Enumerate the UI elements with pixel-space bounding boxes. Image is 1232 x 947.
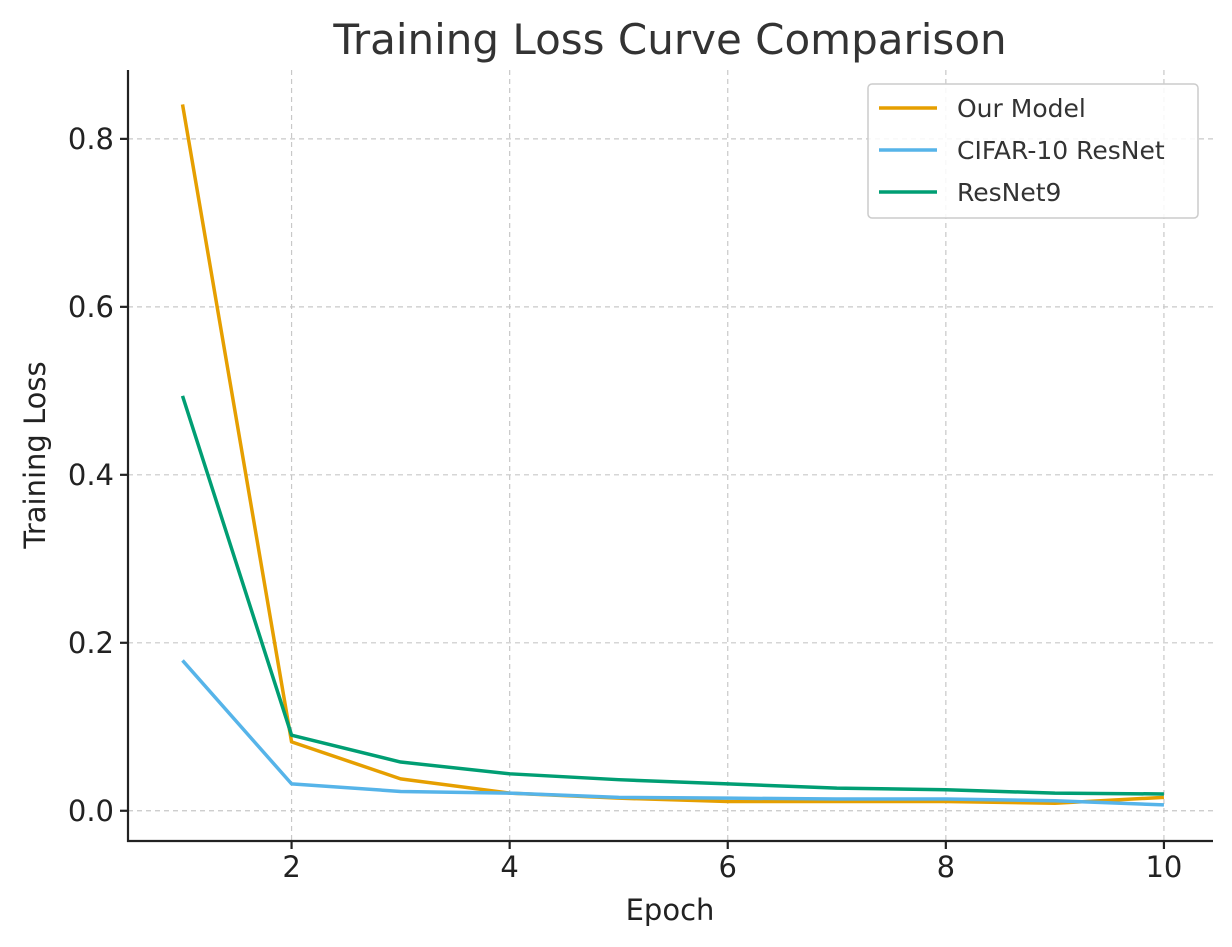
y-tick-label: 0.8 xyxy=(68,122,114,156)
y-axis-label: Training Loss xyxy=(18,361,52,549)
x-axis-label: Epoch xyxy=(626,893,715,927)
series-lines xyxy=(180,104,1165,807)
legend-label: CIFAR-10 ResNet xyxy=(957,136,1165,165)
x-tick-label: 8 xyxy=(937,850,955,884)
y-tick-label: 0.0 xyxy=(68,794,114,828)
series-line-0 xyxy=(180,104,1165,805)
y-tick-label: 0.6 xyxy=(68,290,114,324)
legend-label: Our Model xyxy=(957,94,1086,123)
y-tick-label: 0.2 xyxy=(68,626,114,660)
axis-ticks: 2 4 6 8 10 0.0 0.2 0.4 0.6 0.8 xyxy=(68,122,1183,884)
x-tick-label: 2 xyxy=(282,850,300,884)
x-tick-label: 6 xyxy=(719,850,737,884)
series-line-1 xyxy=(181,659,1164,807)
legend-label: ResNet9 xyxy=(957,178,1061,207)
x-tick-label: 4 xyxy=(500,850,518,884)
chart-title: Training Loss Curve Comparison xyxy=(332,15,1006,64)
series-line-2 xyxy=(180,395,1164,796)
y-tick-label: 0.4 xyxy=(68,458,114,492)
x-tick-label: 10 xyxy=(1145,850,1182,884)
legend-box xyxy=(867,83,1199,219)
legend: Our Model CIFAR-10 ResNet ResNet9 xyxy=(867,83,1199,219)
